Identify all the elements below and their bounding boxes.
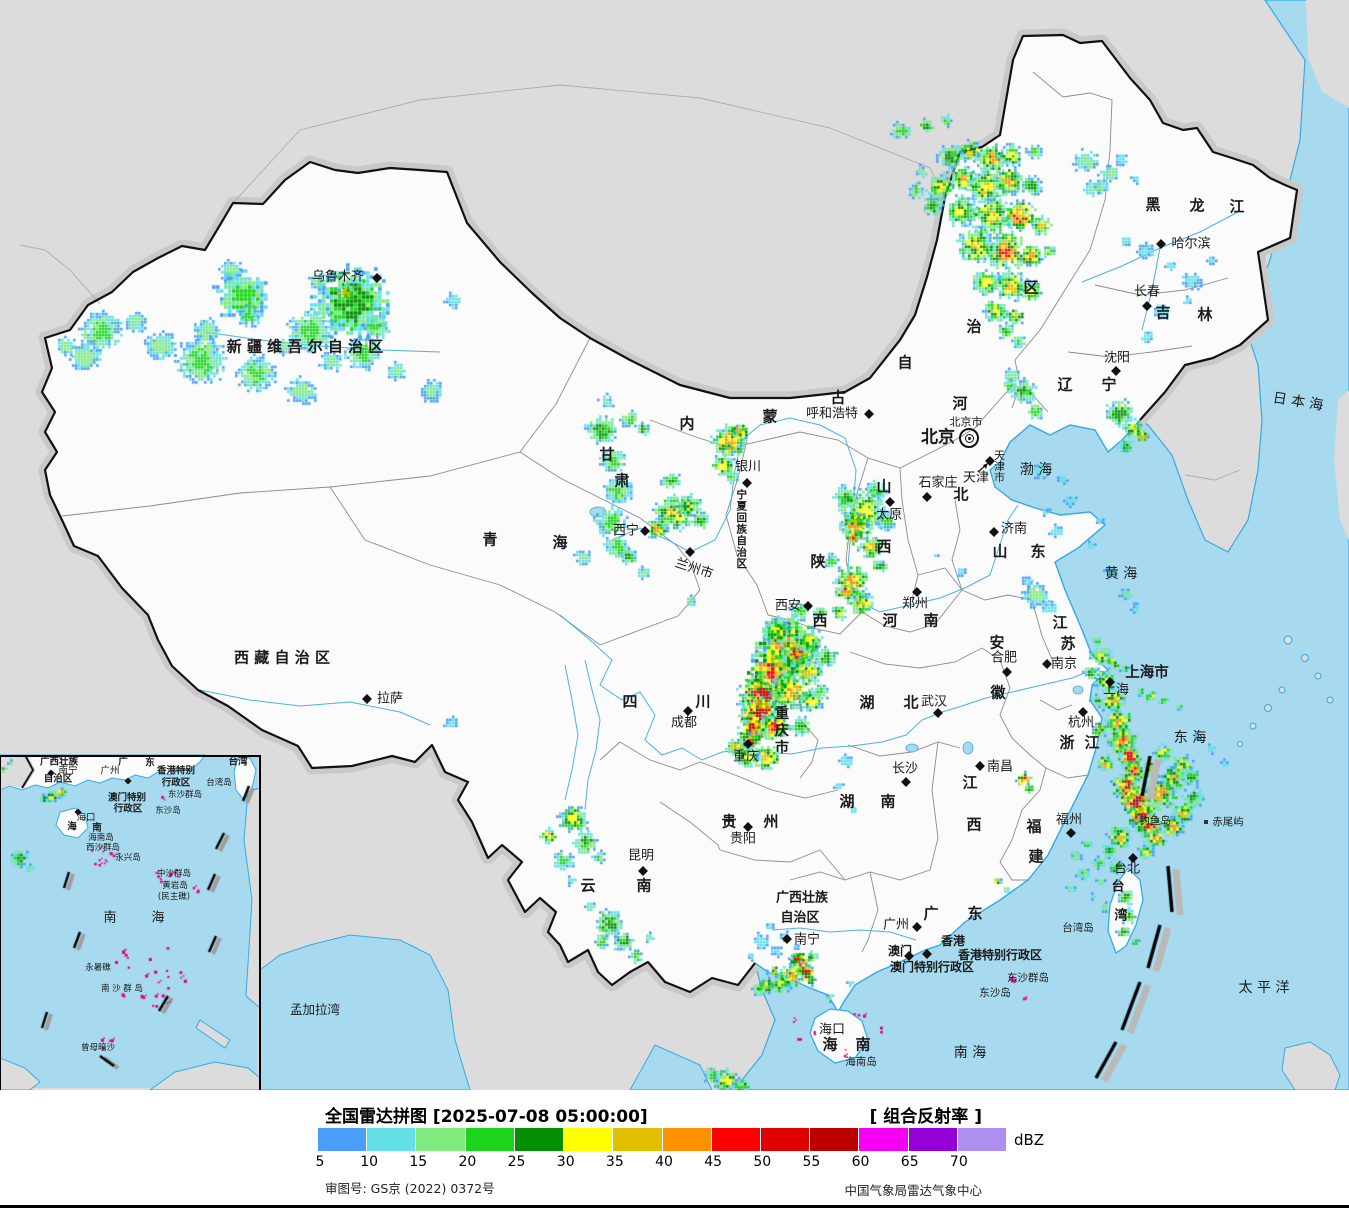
legend-tick: 25 bbox=[507, 1154, 526, 1170]
legend-colorbar bbox=[318, 1128, 1007, 1151]
legend-color-step bbox=[318, 1128, 367, 1151]
legend-color-step bbox=[908, 1128, 957, 1151]
legend-unit: dBZ bbox=[1014, 1131, 1045, 1149]
legend-color-step bbox=[662, 1128, 711, 1151]
radar-echo-layer bbox=[0, 0, 1349, 1090]
legend-panel: 全国雷达拼图 [2025-07-08 05:00:00] [ 组合反射率 ] d… bbox=[0, 1090, 1349, 1208]
legend-color-step bbox=[760, 1128, 810, 1151]
legend-color-step bbox=[711, 1128, 760, 1151]
legend-color-step bbox=[564, 1128, 613, 1151]
legend-tick: 65 bbox=[900, 1154, 919, 1170]
legend-color-step bbox=[810, 1128, 859, 1151]
legend-tick: 50 bbox=[753, 1154, 772, 1170]
legend-color-step bbox=[514, 1128, 564, 1151]
legend-ticks: 5 10 15 20 25 30 35 40 45 50 55 60 65 70 bbox=[0, 1154, 1349, 1172]
legend-color-step bbox=[613, 1128, 662, 1151]
legend-tick: 5 bbox=[315, 1154, 325, 1170]
legend-color-step bbox=[859, 1128, 908, 1151]
legend-tick: 55 bbox=[802, 1154, 821, 1170]
legend-color-step bbox=[416, 1128, 465, 1151]
legend-tick: 15 bbox=[409, 1154, 428, 1170]
legend-tick: 30 bbox=[556, 1154, 575, 1170]
map-title: 全国雷达拼图 [2025-07-08 05:00:00] bbox=[325, 1107, 648, 1127]
product-label: [ 组合反射率 ] bbox=[869, 1107, 982, 1127]
license-number: 审图号: GS京 (2022) 0372号 bbox=[325, 1181, 495, 1196]
radar-map: 新 疆 维 吾 尔 自 治 区西 藏 自 治 区青海甘肃四川云南贵州重庆市陕西山… bbox=[0, 0, 1349, 1092]
legend-tick: 70 bbox=[949, 1154, 968, 1170]
agency-name: 中国气象局雷达气象中心 bbox=[844, 1183, 982, 1198]
legend-color-step bbox=[367, 1128, 416, 1151]
legend-tick: 60 bbox=[851, 1154, 870, 1170]
legend-color-step bbox=[465, 1128, 514, 1151]
legend-tick: 40 bbox=[655, 1154, 673, 1170]
legend-tick: 10 bbox=[360, 1154, 379, 1170]
bottom-border bbox=[0, 1205, 1349, 1208]
legend-color-step bbox=[957, 1128, 1007, 1151]
legend-tick: 20 bbox=[458, 1154, 477, 1170]
legend-tick: 35 bbox=[605, 1154, 624, 1170]
legend-tick: 45 bbox=[704, 1154, 723, 1170]
